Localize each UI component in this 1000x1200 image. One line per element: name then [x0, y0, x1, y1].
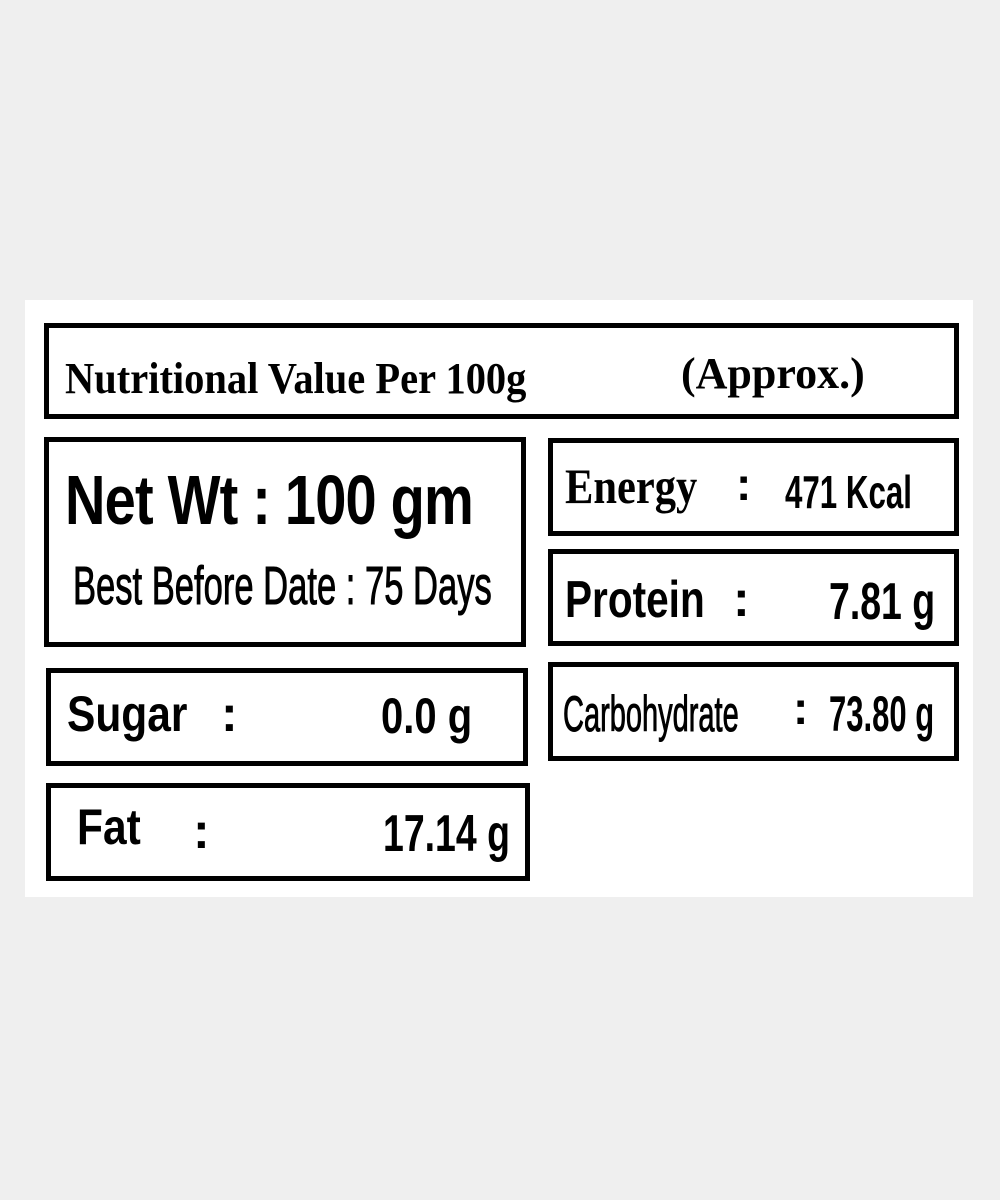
carbohydrate-value: 73.80 g — [829, 686, 935, 742]
protein-value: 7.81 g — [829, 573, 936, 631]
energy-box: Energy : 471 Kcal — [548, 438, 959, 536]
sugar-colon: : — [221, 686, 238, 742]
fat-box: Fat : 17.14 g — [46, 783, 530, 881]
sugar-label: Sugar — [67, 686, 188, 742]
energy-value: 471 Kcal — [785, 466, 912, 518]
title-box: Nutritional Value Per 100g (Approx.) — [44, 323, 959, 419]
net-weight: Net Wt : 100 gm — [65, 461, 474, 539]
carbohydrate-label: Carbohydrate — [563, 686, 739, 743]
carbohydrate-colon: : — [793, 682, 809, 734]
fat-value: 17.14 g — [383, 805, 510, 863]
sugar-box: Sugar : 0.0 g — [46, 668, 528, 766]
protein-colon: : — [733, 571, 750, 627]
label-title: Nutritional Value Per 100g — [65, 354, 527, 403]
best-before: Best Before Date : 75 Days — [73, 556, 492, 617]
fat-label: Fat — [77, 799, 141, 855]
net-weight-box: Net Wt : 100 gm Best Before Date : 75 Da… — [44, 437, 526, 647]
energy-colon: : — [736, 458, 752, 510]
fat-colon: : — [193, 803, 210, 859]
protein-label: Protein — [565, 571, 705, 629]
carbohydrate-box: Carbohydrate : 73.80 g — [548, 662, 959, 761]
protein-box: Protein : 7.81 g — [548, 549, 959, 646]
energy-label: Energy — [565, 458, 698, 514]
label-title-note: (Approx.) — [681, 349, 865, 398]
sugar-value: 0.0 g — [381, 688, 473, 744]
